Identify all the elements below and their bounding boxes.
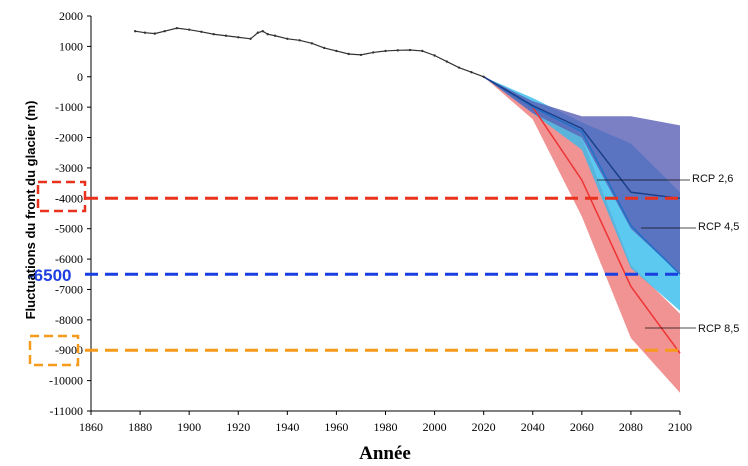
x-tick-label: 1900 bbox=[177, 420, 201, 434]
rcp85-label: RCP 8,5 bbox=[698, 323, 739, 335]
historical-point bbox=[143, 31, 147, 34]
historical-point bbox=[273, 34, 277, 37]
historical-point bbox=[421, 49, 424, 53]
historical-point bbox=[256, 31, 260, 34]
historical-point bbox=[445, 60, 449, 63]
historical-point bbox=[457, 66, 461, 69]
y-tick-label: -2000 bbox=[55, 131, 83, 145]
historical-point bbox=[322, 46, 326, 50]
x-tick-label: 2080 bbox=[619, 420, 643, 434]
historical-point bbox=[237, 36, 240, 39]
y-tick-label: 2000 bbox=[59, 9, 83, 23]
historical-point bbox=[335, 49, 338, 53]
historical-point bbox=[200, 30, 203, 33]
projection-bands bbox=[483, 76, 680, 393]
y-tick-label: -1000 bbox=[55, 100, 83, 114]
historical-point bbox=[408, 48, 412, 52]
x-tick-label: 1940 bbox=[275, 420, 299, 434]
historical-point bbox=[470, 71, 473, 74]
historical-point bbox=[310, 42, 314, 45]
y-tick-label: 1000 bbox=[59, 39, 83, 53]
x-tick-label: 1920 bbox=[226, 420, 250, 434]
y-tick-label: -7000 bbox=[55, 282, 83, 296]
historical-line bbox=[135, 27, 484, 78]
x-ticks: 1860 1880 1900 1920 1940 1960 1980 2000 2020 2040… bbox=[79, 411, 692, 434]
historical-series bbox=[133, 26, 485, 78]
orange-highlight-box bbox=[28, 334, 80, 367]
historical-point bbox=[133, 29, 137, 33]
y-tick-label: -6000 bbox=[55, 252, 83, 266]
x-tick-label: 2000 bbox=[423, 420, 447, 434]
historical-point bbox=[187, 28, 191, 31]
historical-point bbox=[298, 39, 301, 42]
historical-point bbox=[163, 29, 166, 33]
y-tick-label: -4000 bbox=[55, 191, 83, 205]
historical-point bbox=[249, 37, 252, 40]
historical-point bbox=[261, 29, 264, 33]
x-tick-label: 2060 bbox=[570, 420, 594, 434]
y-tick-label: -5000 bbox=[55, 222, 83, 236]
historical-point bbox=[224, 34, 228, 37]
historical-point bbox=[359, 53, 363, 57]
historical-point bbox=[347, 52, 350, 56]
x-tick-label: 1980 bbox=[374, 420, 398, 434]
historical-point bbox=[482, 75, 485, 78]
historical-point bbox=[175, 26, 179, 30]
y-tick-label: -8000 bbox=[55, 313, 83, 327]
y-tick-label: -9000 bbox=[55, 343, 83, 357]
historical-point bbox=[433, 54, 436, 57]
x-tick-label: 1960 bbox=[324, 420, 348, 434]
historical-point bbox=[286, 37, 289, 40]
rcp26-label: RCP 2,6 bbox=[692, 173, 733, 185]
x-tick-label: 2040 bbox=[521, 420, 545, 434]
y-tick-label: -10000 bbox=[49, 374, 83, 388]
historical-point bbox=[266, 33, 269, 36]
line-rcp-4-5 bbox=[483, 76, 681, 275]
line-rcp-2-6 bbox=[483, 76, 681, 200]
series-lines bbox=[483, 76, 681, 354]
historical-point bbox=[396, 49, 399, 52]
historical-point bbox=[212, 33, 215, 36]
y-axis-label: Fluctuations du front du glacier (m) bbox=[23, 101, 38, 320]
y-ticks: 2000 1000 0 -1000 -2000 -3000 -4000 -5000 -6000 -… bbox=[49, 9, 91, 418]
x-tick-label: 1880 bbox=[128, 420, 152, 434]
band-rcp-4-5 bbox=[483, 76, 680, 311]
y-tick-label: 0 bbox=[77, 70, 83, 84]
red-highlight-box bbox=[36, 180, 87, 213]
band-rcp-8-5 bbox=[483, 76, 680, 393]
blue-threshold-label: -6500 bbox=[28, 266, 71, 285]
x-tick-label: 2020 bbox=[472, 420, 496, 434]
x-tick-label: 2100 bbox=[668, 420, 692, 434]
x-tick-label: 1860 bbox=[79, 420, 103, 434]
x-axis-label: Année bbox=[359, 443, 411, 464]
historical-point bbox=[153, 32, 157, 35]
historical-point bbox=[384, 49, 387, 53]
y-tick-label: -11000 bbox=[49, 404, 83, 418]
rcp45-label: RCP 4,5 bbox=[698, 221, 739, 233]
historical-point bbox=[372, 51, 375, 54]
y-tick-label: -3000 bbox=[55, 161, 83, 175]
